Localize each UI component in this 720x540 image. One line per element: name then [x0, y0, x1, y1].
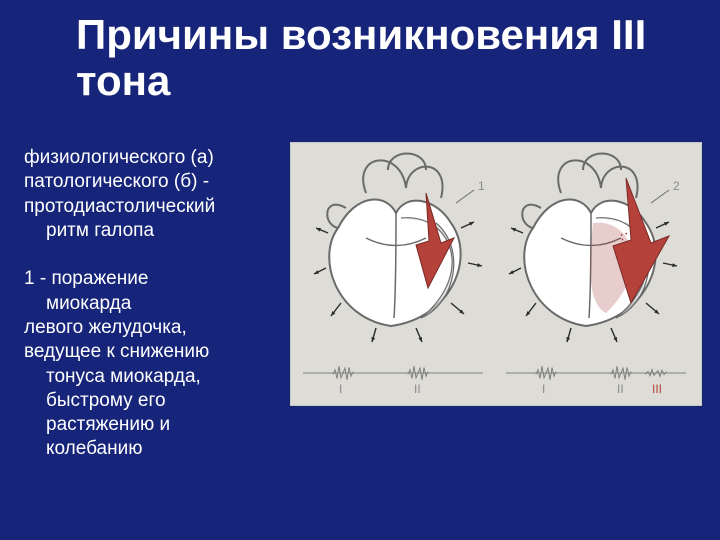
line-f: миокарда — [24, 292, 272, 316]
line-a: физиологического (а) — [24, 146, 272, 170]
line-i: тонуса миокарда, — [24, 365, 272, 389]
svg-text:1: 1 — [478, 179, 485, 193]
line-d: ритм галопа — [24, 219, 272, 243]
line-j: быстрому его — [24, 389, 272, 413]
svg-text:I: I — [542, 382, 545, 396]
body-text: физиологического (а) патологического (б)… — [24, 146, 272, 462]
slide-root: Причины возникновения III тона физиологи… — [0, 0, 720, 540]
svg-text:II: II — [414, 382, 421, 396]
svg-text:II: II — [617, 382, 624, 396]
line-e: 1 - поражение — [24, 267, 272, 291]
line-g: левого желудочка, — [24, 316, 272, 340]
line-h: ведущее к снижению — [24, 340, 272, 364]
line-l: колебанию — [24, 437, 272, 461]
line-k: растяжению и — [24, 413, 272, 437]
svg-text:I: I — [339, 382, 342, 396]
line-b: патологического (б) - — [24, 170, 272, 194]
figure-svg: 12IIIIIIIII — [291, 143, 701, 405]
svg-text:III: III — [652, 382, 662, 396]
svg-text:2: 2 — [673, 179, 680, 193]
line-c: протодиастолический — [24, 195, 272, 219]
slide-title: Причины возникновения III тона — [76, 12, 700, 104]
figure-panel: 12IIIIIIIII — [290, 142, 702, 406]
